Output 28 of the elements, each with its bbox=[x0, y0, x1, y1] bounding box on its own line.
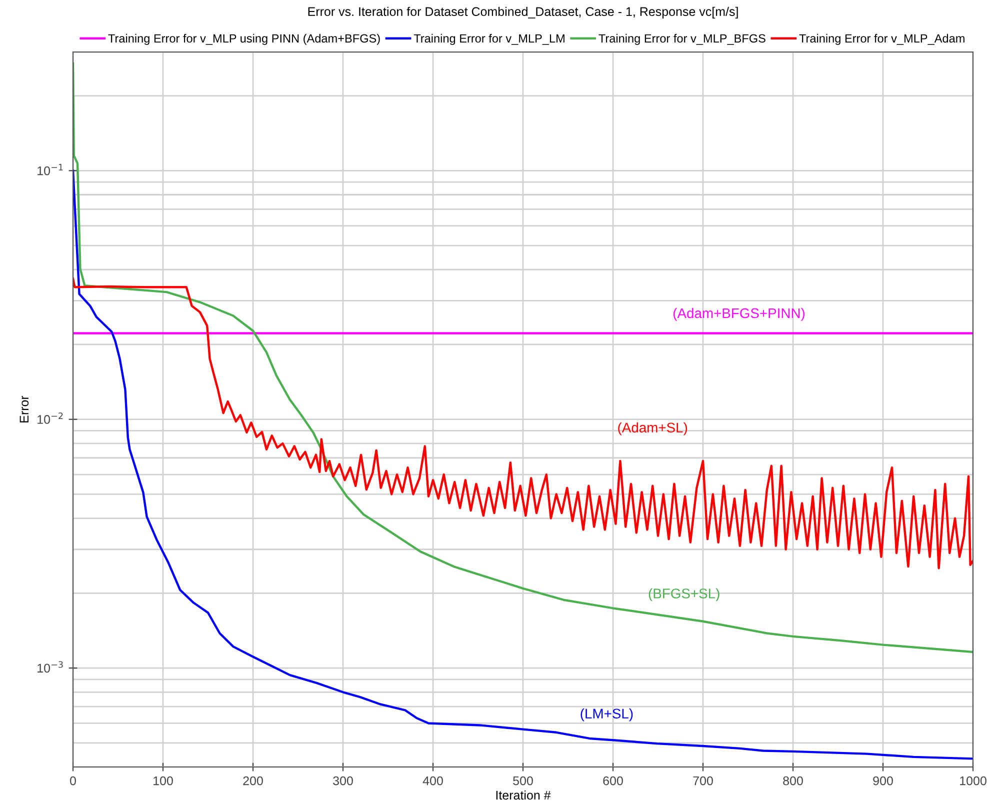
x-tick-label: 800 bbox=[783, 776, 803, 786]
x-tick-label: 900 bbox=[873, 776, 893, 786]
y-axis-title: Error bbox=[20, 396, 29, 422]
x-tick-label: 700 bbox=[693, 776, 713, 786]
y-tick-label: 10$^{−3}$ bbox=[38, 661, 63, 673]
annotation: (LM+SL) bbox=[580, 708, 633, 722]
annotation: (Adam+SL) bbox=[618, 422, 688, 436]
legend-label: Training Error for v_MLP_BFGS bbox=[598, 34, 766, 45]
x-tick-label: 500 bbox=[513, 776, 533, 786]
x-tick-label: 400 bbox=[422, 776, 443, 786]
x-tick-label: 100 bbox=[154, 776, 173, 786]
x-tick-label: 1000 bbox=[960, 776, 986, 786]
line-series bbox=[73, 278, 973, 570]
annotation: (Adam+BFGS+PINN) bbox=[673, 308, 805, 321]
legend-label: Training Error for v_MLP_Adam bbox=[799, 34, 964, 45]
annotation: (BFGS+SL) bbox=[648, 588, 720, 602]
legend-label: Training Error for v_MLP_LM bbox=[414, 34, 564, 45]
x-axis-title: Iteration # bbox=[496, 790, 551, 800]
x-tick-label: 200 bbox=[243, 776, 263, 786]
chart-title: Error vs. Iteration for Dataset Combined_Dataset, Case - 1, Response vc[m/s] bbox=[308, 6, 738, 18]
y-tick-label: 10$^{−2}$ bbox=[38, 412, 63, 424]
line-series bbox=[73, 62, 973, 654]
x-tick-label: 0 bbox=[70, 776, 76, 786]
x-tick-label: 300 bbox=[333, 776, 353, 786]
y-tick-label: 10$^{−1}$ bbox=[38, 164, 63, 176]
legend-label: Training Error for v_MLP using PINN (Adam+BFGS) bbox=[108, 34, 380, 45]
line-series bbox=[73, 170, 973, 760]
x-tick-label: 600 bbox=[603, 776, 623, 786]
